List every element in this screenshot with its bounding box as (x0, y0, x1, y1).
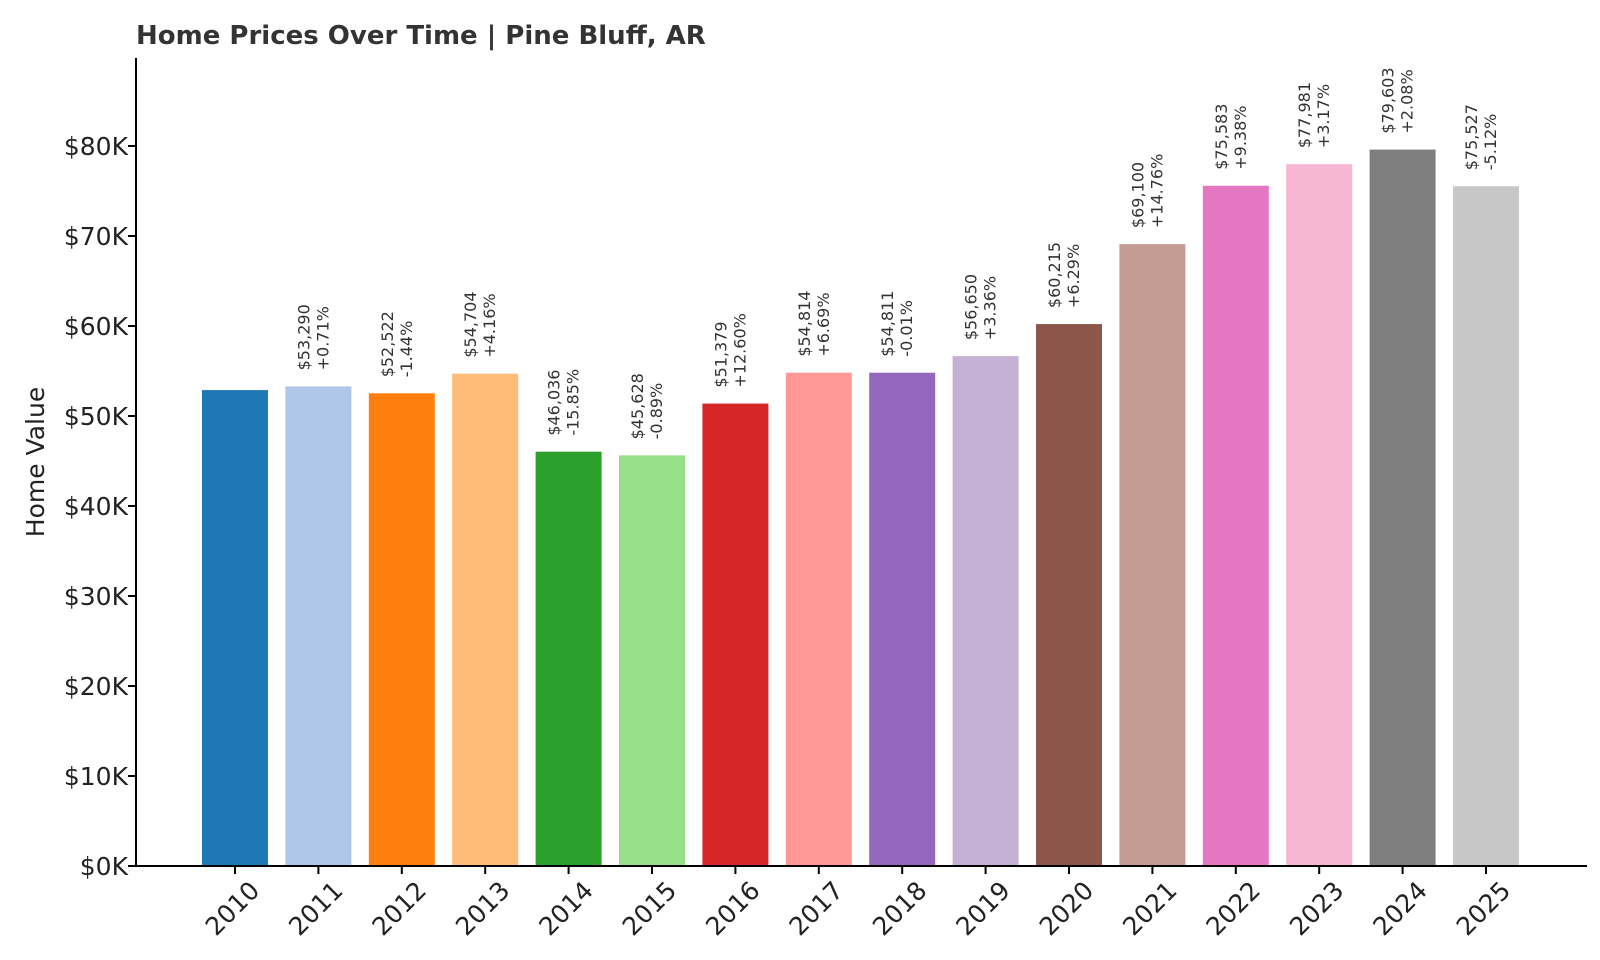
bars-group (202, 149, 1519, 867)
value-label-2016: $51,379 (711, 321, 730, 387)
x-tick-label-2019: 2019 (950, 876, 1015, 941)
x-tick-label-2010: 2010 (200, 876, 265, 941)
value-label-2014: $46,036 (545, 370, 564, 436)
bar-2011 (285, 386, 352, 866)
bar-2010 (202, 390, 268, 866)
x-tick-label-2023: 2023 (1284, 876, 1349, 941)
change-label-2022: +9.38% (1231, 106, 1250, 170)
change-label-2014: -15.85% (564, 369, 583, 436)
bar-2020 (1036, 324, 1102, 866)
value-label-2023: $77,981 (1295, 82, 1314, 148)
bar-2014 (535, 451, 602, 866)
value-label-2024: $79,603 (1379, 67, 1398, 133)
x-tick-label-2018: 2018 (867, 876, 932, 941)
bar-2025 (1453, 186, 1519, 866)
y-tick-label: $70K (64, 222, 129, 251)
bar-2013 (452, 373, 519, 866)
bar-2022 (1202, 185, 1269, 867)
y-tick-label: $30K (64, 582, 129, 611)
change-label-2019: +3.36% (981, 276, 1000, 340)
value-label-2013: $54,704 (461, 291, 480, 357)
change-label-2020: +6.29% (1064, 244, 1083, 308)
x-axis-ticks: 2010 2011 2012 2013 2014 2015 2016 2017 2018 2019… (200, 866, 1516, 941)
change-label-2017: +6.69% (814, 292, 833, 356)
y-tick-label: $50K (64, 402, 129, 431)
change-label-2024: +2.08% (1398, 69, 1417, 133)
value-label-2011: $53,290 (294, 304, 313, 370)
y-axis-ticks: $0K $10K $20K $30K $40K $50K $60K $70K $80K (64, 132, 136, 881)
change-label-2025: -5.12% (1481, 114, 1500, 171)
y-tick-label: $10K (64, 762, 129, 791)
bar-2017 (785, 372, 852, 866)
x-tick-label-2014: 2014 (533, 876, 598, 941)
value-label-2012: $52,522 (378, 311, 397, 377)
y-tick-label: $0K (80, 852, 129, 881)
bar-2012 (368, 393, 435, 866)
change-label-2016: +12.60% (730, 313, 749, 387)
bar-2016 (702, 403, 769, 866)
change-label-2015: -0.89% (647, 383, 666, 440)
x-tick-label-2021: 2021 (1117, 876, 1182, 941)
bar-2021 (1119, 244, 1186, 867)
value-label-2025: $75,527 (1462, 104, 1481, 170)
change-label-2013: +4.16% (480, 293, 499, 357)
y-axis-label: Home Value (21, 387, 50, 537)
x-tick-label-2015: 2015 (617, 876, 682, 941)
change-label-2012: -1.44% (397, 321, 416, 378)
value-label-2022: $75,583 (1212, 104, 1231, 170)
x-tick-label-2025: 2025 (1451, 876, 1516, 941)
value-label-2018: $54,811 (878, 291, 897, 357)
x-tick-label-2020: 2020 (1034, 876, 1099, 941)
x-tick-label-2012: 2012 (367, 876, 432, 941)
y-tick-label: $60K (64, 312, 129, 341)
change-label-2011: +0.71% (313, 306, 332, 370)
value-label-2021: $69,100 (1128, 162, 1147, 228)
bar-2018 (869, 372, 936, 866)
y-tick-label: $80K (64, 132, 129, 161)
value-label-2017: $54,814 (795, 291, 814, 357)
bar-2019 (952, 356, 1019, 866)
y-tick-label: $20K (64, 672, 129, 701)
change-label-2023: +3.17% (1314, 84, 1333, 148)
change-label-2021: +14.76% (1147, 154, 1166, 228)
data-labels-group: $53,290 +0.71% $52,522 -1.44% $54,704 +4.16% $… (294, 67, 1500, 439)
x-tick-label-2022: 2022 (1201, 876, 1266, 941)
chart-title: Home Prices Over Time | Pine Bluff, AR (136, 21, 706, 51)
change-label-2018: -0.01% (897, 300, 916, 357)
x-tick-label-2016: 2016 (700, 876, 765, 941)
bar-2024 (1369, 149, 1436, 866)
x-tick-label-2024: 2024 (1367, 876, 1432, 941)
value-label-2019: $56,650 (962, 274, 981, 340)
y-tick-label: $40K (64, 492, 129, 521)
value-label-2015: $45,628 (628, 373, 647, 439)
x-tick-label-2017: 2017 (784, 876, 849, 941)
x-tick-label-2011: 2011 (283, 876, 348, 941)
value-label-2020: $60,215 (1045, 242, 1064, 308)
bar-2015 (619, 455, 685, 866)
x-tick-label-2013: 2013 (450, 876, 515, 941)
bar-2023 (1286, 164, 1353, 866)
